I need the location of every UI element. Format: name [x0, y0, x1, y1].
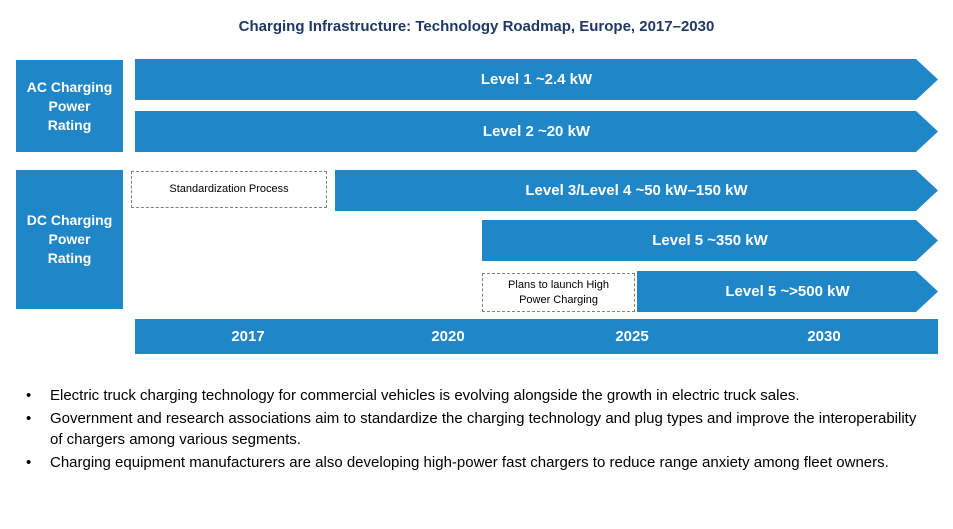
dc-label-line-2: Power: [48, 231, 91, 247]
ac-label-line-1: AC Charging: [26, 78, 113, 95]
ac-charging-label: AC Charging Power Rating: [16, 60, 123, 152]
level-3-4-arrow: Level 3/Level 4 ~50 kW–150 kW: [335, 170, 938, 211]
bullet-item: Charging equipment manufacturers are als…: [24, 452, 929, 473]
year-2020: 2020: [431, 328, 465, 345]
timeline-bar: 2017 2020 2025 2030: [135, 319, 938, 354]
level-2-arrow: Level 2 ~20 kW: [135, 111, 938, 152]
level-1-arrow: Level 1 ~2.4 kW: [135, 59, 938, 100]
ac-label-line-2: Power: [48, 97, 91, 114]
plans-line-1: Plans to launch High: [508, 278, 609, 291]
dc-label-line-3: Rating: [47, 250, 92, 266]
dc-charging-label: DC Charging Power Rating: [16, 170, 123, 309]
standardization-process-box: Standardization Process: [131, 171, 327, 208]
high-power-plans-box: Plans to launch High Power Charging: [482, 273, 635, 312]
dc-label-line-1: DC Charging: [26, 212, 113, 228]
year-2017: 2017: [231, 328, 265, 345]
plans-line-2: Power Charging: [519, 293, 598, 306]
year-2030: 2030: [807, 328, 841, 345]
level-5-350-arrow: Level 5 ~350 kW: [482, 220, 938, 261]
ac-label-line-3: Rating: [47, 116, 92, 133]
year-2025: 2025: [615, 328, 649, 345]
bullet-item: Government and research associations aim…: [24, 408, 929, 450]
page-title: Charging Infrastructure: Technology Road…: [238, 18, 715, 35]
bullet-list: Electric truck charging technology for c…: [24, 385, 929, 475]
bullet-item: Electric truck charging technology for c…: [24, 385, 929, 406]
level-5-500-arrow: Level 5 ~>500 kW: [637, 271, 938, 312]
